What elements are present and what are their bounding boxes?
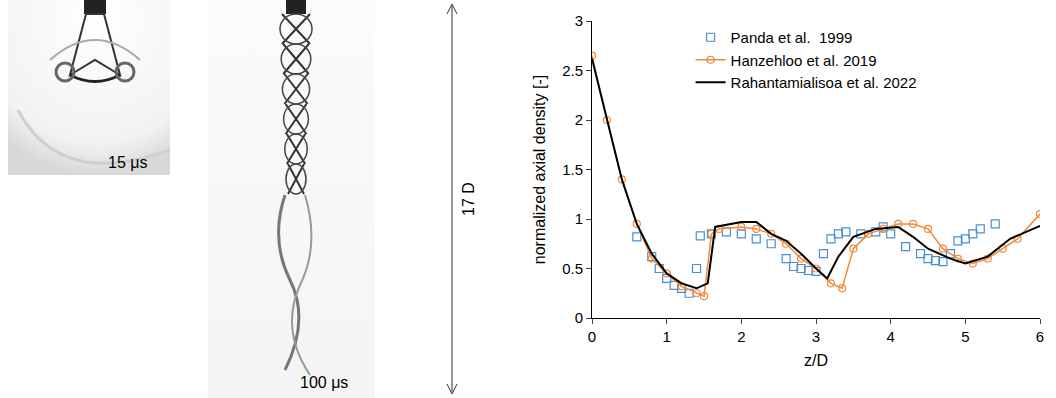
- svg-text:1: 1: [662, 328, 670, 345]
- svg-text:z/D: z/D: [804, 352, 828, 369]
- svg-text:1: 1: [575, 210, 583, 227]
- svg-text:17 D: 17 D: [460, 182, 477, 216]
- svg-text:2: 2: [575, 111, 583, 128]
- svg-text:5: 5: [961, 328, 969, 345]
- svg-text:2.5: 2.5: [562, 62, 583, 79]
- svg-text:Panda et al. 1999: Panda et al. 1999: [731, 29, 853, 46]
- svg-text:Rahantamialisoa et al. 2022: Rahantamialisoa et al. 2022: [731, 74, 917, 91]
- svg-text:0: 0: [575, 309, 583, 326]
- svg-text:4: 4: [886, 328, 894, 345]
- svg-text:Hanzehloo et al. 2019: Hanzehloo et al. 2019: [731, 52, 877, 69]
- svg-text:6: 6: [1036, 328, 1044, 345]
- svg-text:2: 2: [737, 328, 745, 345]
- svg-text:0: 0: [588, 328, 596, 345]
- svg-text:15 μs: 15 μs: [108, 154, 147, 171]
- svg-text:1.5: 1.5: [562, 161, 583, 178]
- svg-text:100 μs: 100 μs: [300, 374, 348, 391]
- svg-text:0.5: 0.5: [562, 260, 583, 277]
- svg-text:normalized axial density [-]: normalized axial density [-]: [531, 75, 548, 264]
- svg-text:3: 3: [575, 12, 583, 29]
- svg-text:3: 3: [812, 328, 820, 345]
